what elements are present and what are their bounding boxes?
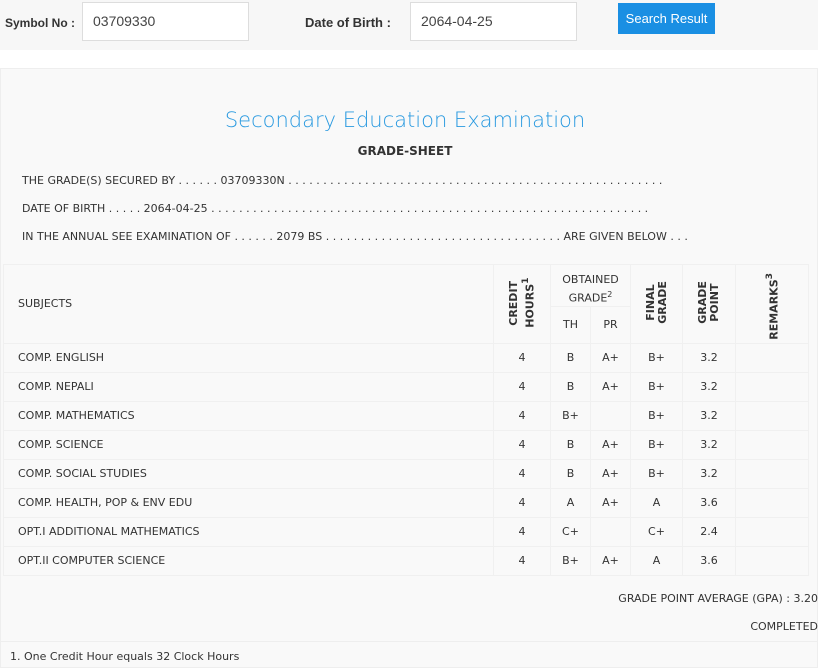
symbol-label: Symbol No : [5,16,76,30]
cell-th: A [550,487,591,518]
cell-subject: COMP. SOCIAL STUDIES [3,458,494,489]
cell-th: B [550,342,591,373]
secured-by-line: THE GRADE(S) SECURED BY . . . . . . 0370… [22,174,663,187]
header-final-grade: FINAL GRADE [630,264,683,344]
table-row: COMP. SOCIAL STUDIES 4 B A+ B+ 3.2 [3,458,809,489]
cell-gp: 3.2 [682,458,736,489]
cell-final: C+ [630,516,683,547]
cell-final: B+ [630,400,683,431]
grade-sheet-subtitle: GRADE-SHEET [357,144,453,158]
cell-pr [590,400,631,431]
cell-credit: 4 [493,400,551,431]
cell-subject: COMP. HEALTH, POP & ENV EDU [3,487,494,518]
header-grade-point: GRADE POINT [682,264,736,344]
symbol-input[interactable]: 03709330 [82,2,249,41]
cell-subject: COMP. MATHEMATICS [3,400,494,431]
footnote: 1. One Credit Hour equals 32 Clock Hours [10,650,240,663]
cell-credit: 4 [493,516,551,547]
cell-th: C+ [550,516,591,547]
dob-input[interactable]: 2064-04-25 [410,2,577,41]
cell-gp: 3.2 [682,429,736,460]
table-row: COMP. MATHEMATICS 4 B+ B+ 3.2 [3,400,809,431]
page-title: Secondary Education Examination [224,108,586,132]
cell-subject: COMP. SCIENCE [3,429,494,460]
header-obtained-grade: OBTAINED GRADE2 [550,264,631,307]
header-subjects: SUBJECTS [3,264,494,344]
cell-th: B+ [550,400,591,431]
cell-remarks [735,458,809,489]
dob-label: Date of Birth : [305,15,391,30]
cell-final: B+ [630,429,683,460]
cell-gp: 3.2 [682,342,736,373]
cell-credit: 4 [493,371,551,402]
cell-remarks [735,371,809,402]
cell-pr: A+ [590,429,631,460]
table-row: OPT.I ADDITIONAL MATHEMATICS 4 C+ C+ 2.4 [3,516,809,547]
cell-subject: OPT.I ADDITIONAL MATHEMATICS [3,516,494,547]
cell-subject: COMP. ENGLISH [3,342,494,373]
exam-line: IN THE ANNUAL SEE EXAMINATION OF . . . .… [22,230,688,243]
cell-pr: A+ [590,545,631,576]
cell-gp: 3.6 [682,487,736,518]
header-pr: PR [590,305,631,344]
cell-final: B+ [630,458,683,489]
cell-th: B [550,458,591,489]
cell-final: B+ [630,342,683,373]
table-row: COMP. ENGLISH 4 B A+ B+ 3.2 [3,342,809,373]
cell-remarks [735,429,809,460]
grades-table: SUBJECTS CREDIT HOURS1 OBTAINED GRADE2 F… [3,264,809,576]
cell-th: B [550,429,591,460]
cell-gp: 3.2 [682,371,736,402]
cell-credit: 4 [493,487,551,518]
cell-remarks [735,400,809,431]
header-th: TH [550,305,591,344]
table-row: COMP. HEALTH, POP & ENV EDU 4 A A+ A 3.6 [3,487,809,518]
cell-pr: A+ [590,371,631,402]
cell-credit: 4 [493,342,551,373]
cell-subject: COMP. NEPALI [3,371,494,402]
table-row: COMP. SCIENCE 4 B A+ B+ 3.2 [3,429,809,460]
search-bar: Symbol No : 03709330 Date of Birth : 206… [0,0,818,50]
cell-subject: OPT.II COMPUTER SCIENCE [3,545,494,576]
cell-pr: A+ [590,487,631,518]
cell-pr: A+ [590,458,631,489]
header-remarks: REMARKS3 [735,264,809,344]
dob-line: DATE OF BIRTH . . . . . 2064-04-25 . . .… [22,202,649,215]
cell-credit: 4 [493,429,551,460]
cell-final: A [630,487,683,518]
cell-gp: 2.4 [682,516,736,547]
cell-final: A [630,545,683,576]
header-credit-hours: CREDIT HOURS1 [493,264,551,344]
search-result-button[interactable]: Search Result [618,3,715,34]
cell-th: B [550,371,591,402]
gpa-text: GRADE POINT AVERAGE (GPA) : 3.20 [618,592,818,605]
cell-remarks [735,487,809,518]
cell-pr: A+ [590,342,631,373]
cell-remarks [735,342,809,373]
cell-credit: 4 [493,458,551,489]
cell-th: B+ [550,545,591,576]
cell-remarks [735,516,809,547]
cell-pr [590,516,631,547]
cell-remarks [735,545,809,576]
cell-gp: 3.2 [682,400,736,431]
table-row: COMP. NEPALI 4 B A+ B+ 3.2 [3,371,809,402]
cell-credit: 4 [493,545,551,576]
status-text: COMPLETED [750,620,818,633]
table-row: OPT.II COMPUTER SCIENCE 4 B+ A+ A 3.6 [3,545,809,576]
cell-final: B+ [630,371,683,402]
cell-gp: 3.6 [682,545,736,576]
